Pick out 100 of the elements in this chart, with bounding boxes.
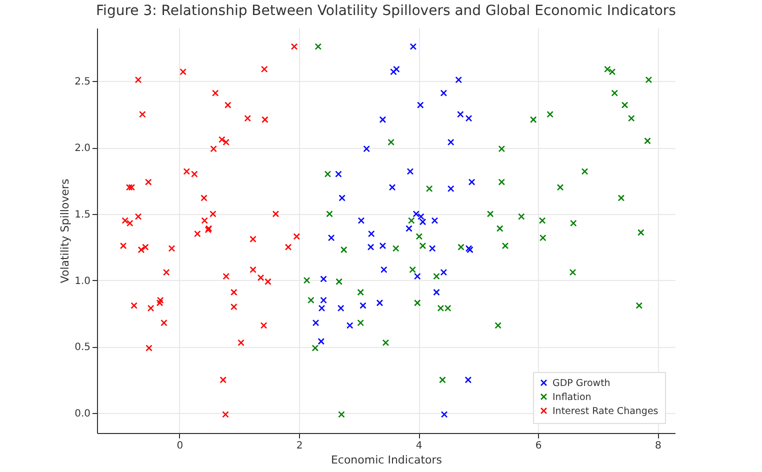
legend-label: GDP Growth bbox=[552, 378, 610, 389]
point bbox=[440, 268, 448, 276]
point bbox=[645, 76, 652, 84]
point bbox=[134, 76, 142, 84]
point bbox=[392, 245, 400, 252]
point bbox=[212, 90, 219, 96]
point bbox=[168, 245, 176, 252]
point bbox=[447, 185, 454, 192]
point bbox=[222, 411, 229, 418]
point bbox=[433, 288, 440, 296]
point bbox=[636, 302, 643, 309]
y-tick-label: 1.0 bbox=[74, 276, 90, 287]
point bbox=[303, 276, 310, 284]
point bbox=[357, 319, 364, 326]
point bbox=[201, 217, 208, 224]
point bbox=[338, 194, 346, 202]
point bbox=[139, 110, 146, 118]
point bbox=[126, 184, 133, 191]
point bbox=[284, 244, 292, 250]
point bbox=[222, 138, 230, 146]
chart-title: Figure 3: Relationship Between Volatility Spillovers and Global Economic Indicators bbox=[96, 3, 676, 19]
point bbox=[146, 344, 152, 352]
point bbox=[628, 114, 635, 122]
point bbox=[455, 76, 462, 84]
point bbox=[388, 184, 396, 191]
point bbox=[518, 213, 525, 220]
point bbox=[530, 116, 537, 124]
point bbox=[414, 299, 421, 306]
point bbox=[416, 102, 424, 108]
point bbox=[638, 229, 644, 236]
point bbox=[546, 110, 554, 118]
point bbox=[440, 90, 448, 96]
point bbox=[222, 272, 230, 280]
point bbox=[312, 344, 319, 352]
point bbox=[162, 268, 170, 276]
x-tick-label: 0 bbox=[176, 440, 184, 452]
x-tick-label: 6 bbox=[535, 440, 542, 452]
point bbox=[326, 210, 333, 218]
point bbox=[433, 272, 440, 280]
point bbox=[340, 246, 348, 254]
point bbox=[618, 194, 625, 202]
point bbox=[406, 225, 412, 232]
point bbox=[320, 276, 327, 282]
point bbox=[447, 138, 454, 146]
point bbox=[257, 274, 264, 282]
point bbox=[120, 242, 127, 250]
point bbox=[262, 116, 268, 124]
point bbox=[431, 217, 438, 224]
point bbox=[156, 296, 164, 304]
x-tick-label: 2 bbox=[296, 440, 303, 452]
point bbox=[363, 145, 370, 152]
point bbox=[376, 299, 384, 306]
point bbox=[367, 244, 374, 250]
point bbox=[357, 288, 364, 296]
point bbox=[194, 230, 201, 238]
point bbox=[210, 145, 217, 152]
point bbox=[611, 90, 618, 96]
point bbox=[224, 102, 232, 108]
point bbox=[458, 244, 464, 250]
x-tick-label: 8 bbox=[654, 440, 662, 452]
point bbox=[335, 170, 342, 178]
point bbox=[409, 266, 416, 274]
point bbox=[368, 230, 375, 238]
point bbox=[570, 220, 577, 227]
y-tick-label: 0.0 bbox=[74, 408, 90, 420]
point bbox=[644, 137, 651, 144]
point bbox=[200, 194, 208, 202]
point bbox=[183, 168, 190, 175]
x-axis-title: Economic Indicators bbox=[330, 454, 442, 466]
point bbox=[486, 210, 494, 218]
point bbox=[318, 304, 326, 312]
point bbox=[468, 178, 476, 186]
point bbox=[191, 170, 198, 178]
point bbox=[156, 299, 164, 306]
y-tick-label: 2.5 bbox=[74, 76, 90, 88]
point bbox=[338, 411, 345, 418]
point bbox=[408, 217, 415, 224]
point bbox=[414, 272, 421, 280]
point bbox=[406, 168, 414, 175]
point bbox=[238, 339, 244, 346]
point bbox=[494, 322, 502, 329]
legend-label: Interest Rate Changes bbox=[552, 406, 658, 417]
point bbox=[426, 185, 433, 192]
y-tick-label: 0.5 bbox=[74, 342, 90, 354]
point bbox=[314, 43, 322, 50]
point bbox=[502, 242, 509, 250]
y-tick-label: 1.5 bbox=[74, 209, 90, 220]
point bbox=[134, 213, 142, 220]
x-tick-label: 4 bbox=[416, 440, 422, 452]
point bbox=[346, 322, 354, 329]
point bbox=[439, 376, 446, 384]
point bbox=[569, 268, 576, 276]
point bbox=[218, 136, 226, 143]
point bbox=[538, 217, 546, 224]
point bbox=[380, 266, 388, 274]
point bbox=[260, 66, 268, 73]
point bbox=[328, 234, 335, 242]
point bbox=[465, 114, 472, 122]
point bbox=[360, 302, 366, 309]
point bbox=[147, 304, 154, 312]
